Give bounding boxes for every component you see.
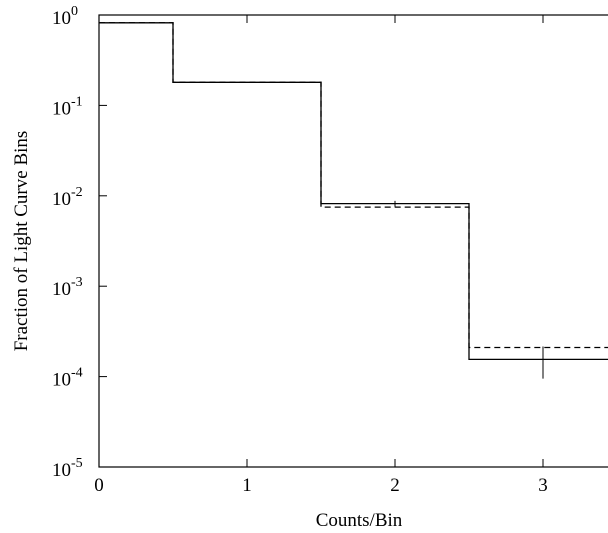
y-tick-label: 10-1 (52, 94, 83, 119)
series-dashed-line (99, 22, 608, 349)
y-tick-exponent: -5 (71, 456, 83, 471)
y-tick-label: 10-5 (52, 456, 83, 481)
y-tick-base: 10 (52, 370, 71, 391)
y-tick-base: 10 (52, 98, 71, 119)
series-layer (99, 22, 608, 379)
x-axis-label: Counts/Bin (316, 510, 403, 531)
x-tick-label: 2 (390, 475, 400, 496)
y-tick-base: 10 (52, 460, 71, 481)
y-tick-base: 10 (52, 279, 71, 300)
y-tick-base: 10 (52, 189, 71, 210)
y-tick-label: 10-3 (52, 275, 83, 300)
x-tick-label: 0 (94, 475, 104, 496)
y-tick-exponent: -3 (71, 275, 83, 290)
series-solid-line (99, 22, 608, 361)
y-tick-exponent: -2 (71, 185, 83, 200)
x-tick-label: 3 (538, 475, 548, 496)
x-axis-ticks: 0 1 2 3 (94, 15, 548, 496)
y-tick-label: 10-4 (52, 366, 83, 391)
y-tick-base: 10 (52, 8, 71, 29)
x-tick-label: 1 (242, 475, 252, 496)
y-tick-exponent: -4 (71, 366, 83, 381)
y-tick-label: 10-2 (52, 185, 83, 210)
y-tick-label: 100 (52, 4, 78, 29)
plot-frame (98, 14, 608, 468)
y-axis-label: Fraction of Light Curve Bins (11, 131, 32, 352)
y-tick-exponent: -1 (71, 94, 83, 109)
y-tick-exponent: 0 (71, 4, 78, 19)
